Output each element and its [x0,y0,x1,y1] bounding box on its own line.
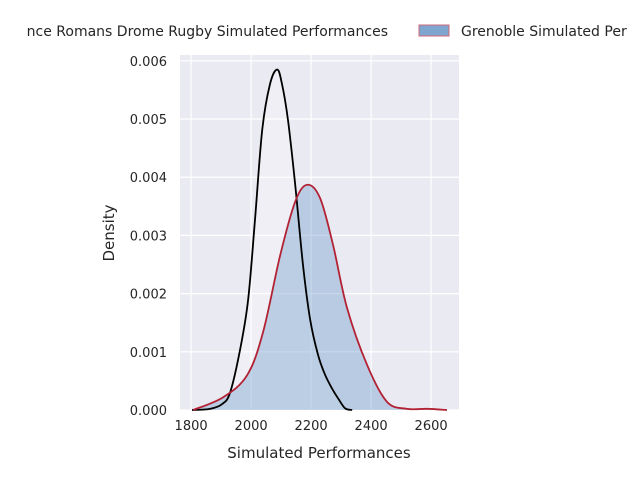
series-fill-1 [193,184,447,410]
y-axis-label: Density [100,204,118,261]
y-tick-label: 0.000 [130,404,167,419]
y-tick-label: 0.003 [130,229,167,244]
y-tick-label: 0.005 [130,113,167,128]
legend-label-grenoble: Grenoble Simulated Per [461,24,627,40]
plot-area [180,55,459,410]
series-line-1 [192,183,448,411]
series-layer [191,68,448,411]
y-tick-label: 0.001 [130,346,167,361]
grid [180,55,459,411]
x-tick-label: 2400 [355,419,388,434]
y-tick-label: 0.006 [130,55,167,70]
x-tick-label: 2200 [295,419,328,434]
series-fill-0 [192,69,353,410]
x-tick-label: 2000 [235,419,268,434]
legend: nce Romans Drome Rugby Simulated Perform… [27,24,627,40]
ticks: 1800 2000 2200 2400 2600 0.000 0.001 0.002 0.003… [130,55,448,434]
x-tick-label: 1800 [175,419,208,434]
series-line-0 [191,68,353,411]
y-tick-label: 0.002 [130,288,167,303]
legend-label-valence: nce Romans Drome Rugby Simulated Perform… [27,24,388,40]
x-axis-label: Simulated Performances [227,444,411,462]
x-tick-label: 2600 [415,419,448,434]
y-tick-label: 0.004 [130,171,167,186]
legend-swatch-grenoble [418,24,450,37]
